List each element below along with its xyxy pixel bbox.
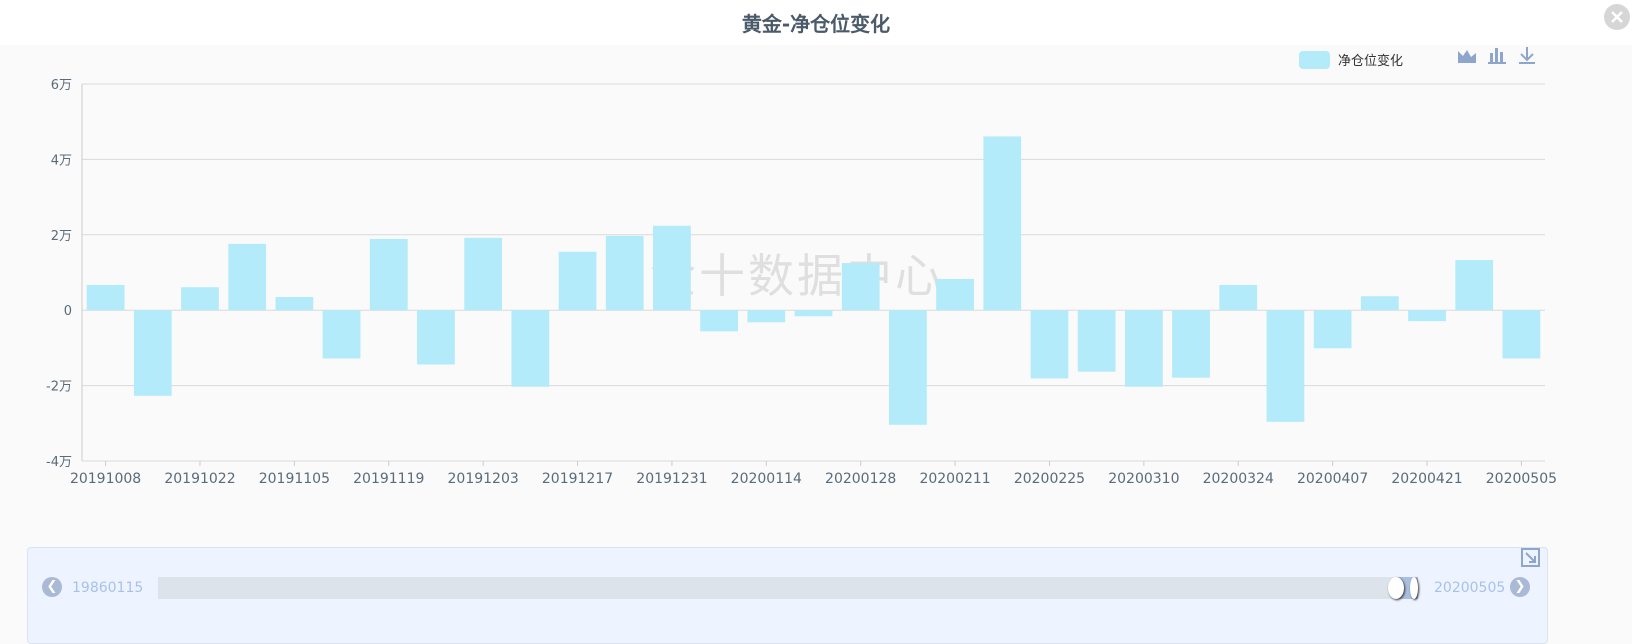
bar[interactable]: [653, 225, 691, 311]
slider-start-label: 19860115: [72, 580, 144, 596]
bar[interactable]: [417, 310, 455, 365]
watermark-logo: 金十数据中心: [650, 249, 944, 303]
y-tick-label: 4万: [51, 153, 72, 168]
chart-title: 黄金-净仓位变化: [741, 12, 891, 36]
bar[interactable]: [1266, 310, 1305, 422]
bar[interactable]: [228, 243, 267, 311]
bar[interactable]: [794, 310, 833, 317]
close-icon: [1611, 11, 1623, 23]
bar[interactable]: [1030, 310, 1069, 379]
header: 黄金-净仓位变化: [0, 0, 1632, 45]
bar[interactable]: [841, 263, 880, 311]
y-tick-label: 2万: [51, 229, 72, 244]
bar[interactable]: [86, 284, 125, 311]
y-tick-label: 0: [64, 304, 72, 319]
x-tick-label: 20191105: [259, 471, 330, 487]
slider-prev-button[interactable]: ❮: [42, 577, 62, 597]
bar[interactable]: [464, 237, 503, 311]
slider-start-handle[interactable]: [1388, 577, 1404, 599]
x-tick-label: 20191022: [164, 471, 235, 487]
slider-track[interactable]: [158, 577, 1418, 599]
x-tick-label: 20200407: [1297, 471, 1368, 487]
bar[interactable]: [983, 136, 1022, 311]
data-zoom-slider: ❮ 19860115 20200505 ❯: [27, 547, 1548, 644]
bar[interactable]: [889, 310, 927, 425]
bar[interactable]: [511, 310, 550, 387]
y-tick-label: 6万: [51, 78, 72, 93]
x-tick-label: 20200211: [919, 471, 990, 487]
legend-label: 净仓位变化: [1338, 54, 1404, 69]
slider-end-label: 20200505: [1434, 580, 1506, 596]
bar[interactable]: [1455, 260, 1494, 311]
chevron-right-icon: ❯: [1514, 579, 1526, 594]
bar[interactable]: [1172, 310, 1210, 378]
slider-next-button[interactable]: ❯: [1510, 577, 1530, 597]
x-tick-label: 20191119: [353, 471, 424, 487]
bar[interactable]: [1502, 310, 1541, 359]
bar[interactable]: [558, 251, 597, 311]
x-tick-label: 20200225: [1014, 471, 1085, 487]
bar[interactable]: [1360, 296, 1399, 311]
x-tick-label: 20200324: [1203, 471, 1274, 487]
x-tick-label: 20200310: [1108, 471, 1179, 487]
close-button[interactable]: [1604, 4, 1630, 30]
download-icon[interactable]: [1517, 45, 1537, 65]
bar-chart-icon[interactable]: [1487, 45, 1507, 65]
bar[interactable]: [275, 297, 314, 311]
x-tick-label: 20191203: [448, 471, 519, 487]
bar[interactable]: [181, 287, 219, 311]
legend-swatch: [1299, 50, 1330, 69]
bar[interactable]: [322, 310, 361, 359]
bar[interactable]: [700, 310, 738, 332]
bar[interactable]: [1219, 284, 1258, 311]
legend-item[interactable]: 净仓位变化: [1299, 50, 1403, 69]
x-tick-label: 20200114: [731, 471, 802, 487]
expand-icon[interactable]: [1520, 547, 1542, 569]
x-tick-label: 20191008: [70, 471, 141, 487]
chevron-left-icon: ❮: [46, 579, 58, 594]
bar[interactable]: [1408, 310, 1446, 322]
bar[interactable]: [1124, 310, 1163, 387]
bar[interactable]: [1077, 310, 1116, 372]
bar[interactable]: [936, 278, 974, 311]
toolbar: [1457, 45, 1537, 65]
x-tick-label: 20191217: [542, 471, 613, 487]
bar[interactable]: [369, 238, 408, 311]
x-tick-label: 20200421: [1391, 471, 1462, 487]
bar[interactable]: [747, 310, 786, 323]
bar[interactable]: [1313, 310, 1352, 349]
bar-chart: -4万 -2万 0 2万 4万 6万 20191008 20191022 20191105 201…: [46, 78, 1557, 487]
x-tick-label: 20191231: [636, 471, 707, 487]
slider-end-handle[interactable]: [1410, 577, 1418, 599]
area-chart-icon[interactable]: [1457, 45, 1477, 65]
x-tick-label: 20200505: [1486, 471, 1557, 487]
bar[interactable]: [133, 310, 172, 396]
y-tick-label: -4万: [46, 455, 72, 470]
y-tick-label: -2万: [46, 380, 72, 395]
bar[interactable]: [605, 235, 644, 311]
x-tick-label: 20200128: [825, 471, 896, 487]
